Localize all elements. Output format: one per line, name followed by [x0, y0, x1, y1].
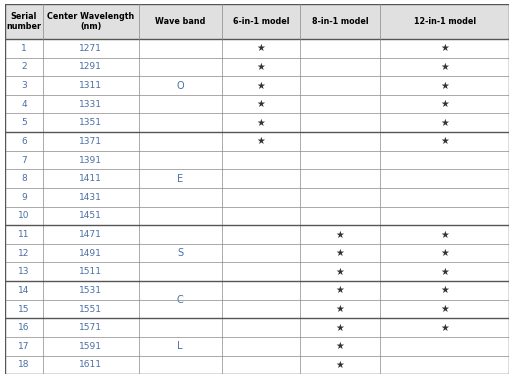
Text: 1471: 1471: [79, 230, 102, 239]
Text: 1571: 1571: [79, 323, 102, 332]
Text: 1271: 1271: [79, 44, 102, 53]
Bar: [5, 4, 509, 39]
Text: 1351: 1351: [79, 118, 102, 127]
Text: Center Wavelength
(nm): Center Wavelength (nm): [47, 12, 134, 31]
Text: 6-in-1 model: 6-in-1 model: [232, 17, 289, 26]
Text: 1591: 1591: [79, 342, 102, 351]
Text: 4: 4: [21, 100, 27, 108]
Text: ★: ★: [256, 136, 265, 146]
Text: ★: ★: [440, 81, 449, 91]
Text: ★: ★: [440, 285, 449, 296]
Text: 2: 2: [21, 62, 27, 71]
Text: ★: ★: [336, 323, 344, 333]
Text: E: E: [177, 174, 183, 184]
Text: 11: 11: [19, 230, 30, 239]
Text: ★: ★: [256, 99, 265, 109]
Text: Wave band: Wave band: [155, 17, 206, 26]
Text: 1491: 1491: [79, 249, 102, 258]
Text: 1411: 1411: [79, 174, 102, 183]
Text: 1291: 1291: [79, 62, 102, 71]
Text: ★: ★: [336, 267, 344, 277]
Text: ★: ★: [336, 341, 344, 351]
Text: 1371: 1371: [79, 137, 102, 146]
Text: 13: 13: [19, 267, 30, 276]
Text: ★: ★: [440, 267, 449, 277]
Text: 6: 6: [21, 137, 27, 146]
Text: L: L: [177, 341, 183, 351]
Text: 1531: 1531: [79, 286, 102, 295]
Text: 1511: 1511: [79, 267, 102, 276]
Text: 1: 1: [21, 44, 27, 53]
Text: 8-in-1 model: 8-in-1 model: [312, 17, 369, 26]
Text: ★: ★: [336, 360, 344, 370]
Text: ★: ★: [336, 285, 344, 296]
Text: ★: ★: [440, 136, 449, 146]
Text: ★: ★: [440, 323, 449, 333]
Text: 1551: 1551: [79, 305, 102, 313]
Text: 1451: 1451: [79, 211, 102, 220]
Text: ★: ★: [336, 304, 344, 314]
Text: 12: 12: [19, 249, 30, 258]
Text: 18: 18: [19, 360, 30, 369]
Text: ★: ★: [256, 62, 265, 72]
Text: 17: 17: [19, 342, 30, 351]
Text: 12-in-1 model: 12-in-1 model: [414, 17, 475, 26]
Text: ★: ★: [440, 99, 449, 109]
Text: ★: ★: [256, 43, 265, 53]
Text: 1331: 1331: [79, 100, 102, 108]
Text: 16: 16: [19, 323, 30, 332]
Text: ★: ★: [336, 229, 344, 240]
Text: 3: 3: [21, 81, 27, 90]
Text: ★: ★: [256, 118, 265, 128]
Text: 9: 9: [21, 193, 27, 202]
Text: 1611: 1611: [79, 360, 102, 369]
Text: 14: 14: [19, 286, 30, 295]
Text: 8: 8: [21, 174, 27, 183]
Text: 1311: 1311: [79, 81, 102, 90]
Text: ★: ★: [440, 62, 449, 72]
Text: O: O: [176, 81, 184, 91]
Text: 7: 7: [21, 155, 27, 164]
Text: ★: ★: [440, 248, 449, 258]
Text: ★: ★: [336, 248, 344, 258]
Text: ★: ★: [440, 229, 449, 240]
Text: 1431: 1431: [79, 193, 102, 202]
Text: Serial
number: Serial number: [7, 12, 42, 31]
Text: C: C: [177, 295, 183, 305]
Text: 1391: 1391: [79, 155, 102, 164]
Text: 5: 5: [21, 118, 27, 127]
Text: ★: ★: [440, 43, 449, 53]
Text: ★: ★: [440, 118, 449, 128]
Text: ★: ★: [256, 81, 265, 91]
Text: ★: ★: [440, 304, 449, 314]
Text: 10: 10: [19, 211, 30, 220]
Text: S: S: [177, 248, 183, 258]
Text: 15: 15: [19, 305, 30, 313]
